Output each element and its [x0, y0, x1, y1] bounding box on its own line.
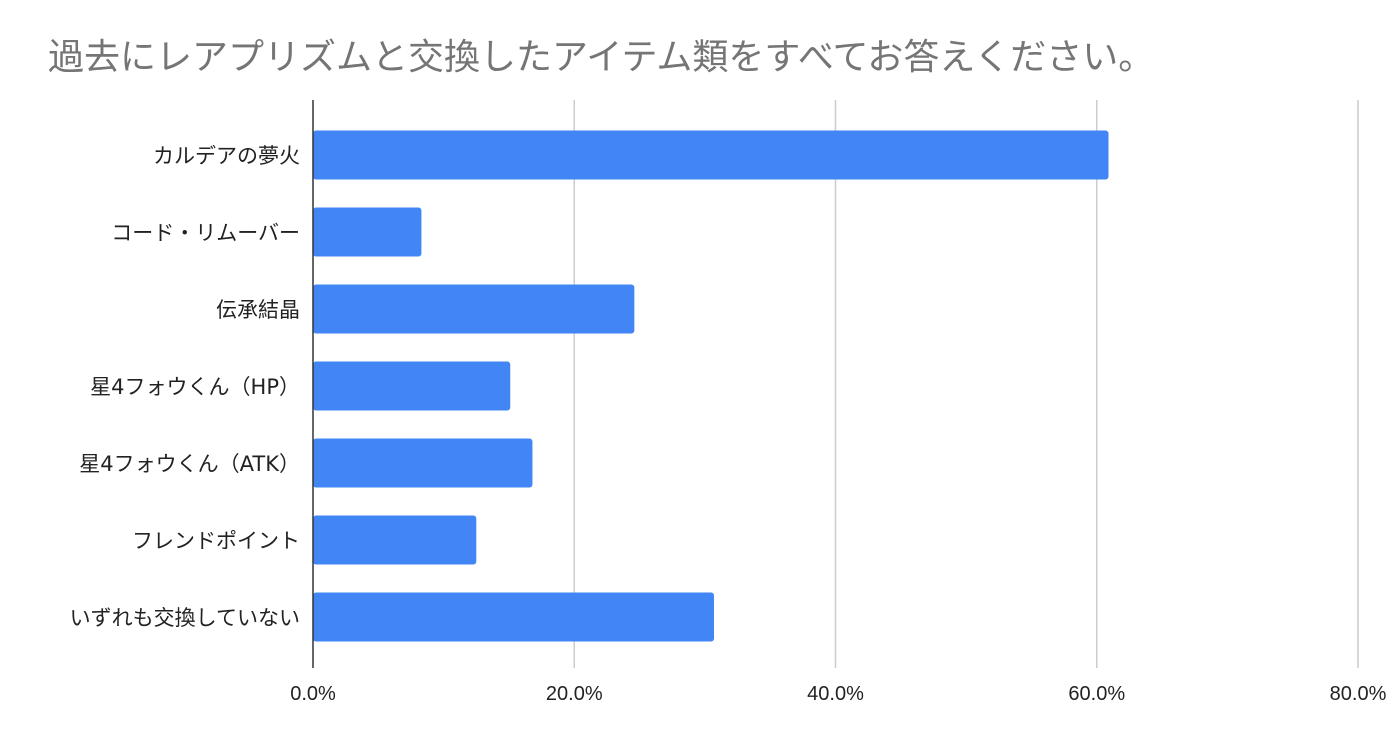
bar — [313, 592, 715, 642]
x-tick-label: 40.0% — [807, 683, 864, 705]
category-label: 伝承結晶 — [216, 298, 300, 322]
category-label: 星4フォウくん（HP） — [90, 375, 300, 399]
bar — [313, 207, 422, 257]
bar — [313, 130, 1109, 180]
category-label: コード・リムーバー — [111, 221, 300, 245]
tick-labels: 0.0% 20.0% 40.0% 60.0% 80.0% — [290, 683, 1386, 705]
x-tick-label: 0.0% — [290, 683, 336, 705]
category-label: カルデアの夢火 — [153, 144, 300, 168]
bar — [313, 361, 511, 411]
x-tick-label: 80.0% — [1330, 683, 1387, 705]
x-tick-label: 20.0% — [546, 683, 603, 705]
bar — [313, 515, 477, 565]
category-label: いずれも交換していない — [70, 606, 300, 630]
chart-title: 過去にレアプリズムと交換したアイテム類をすべてお答えください。 — [48, 37, 1155, 78]
gridlines — [573, 100, 1359, 668]
category-label: 星4フォウくん（ATK） — [79, 452, 300, 476]
bar — [313, 284, 635, 334]
x-tick-label: 60.0% — [1068, 683, 1125, 705]
bars — [313, 130, 1109, 642]
bar — [313, 438, 533, 488]
category-label: フレンドポイント — [132, 529, 300, 553]
